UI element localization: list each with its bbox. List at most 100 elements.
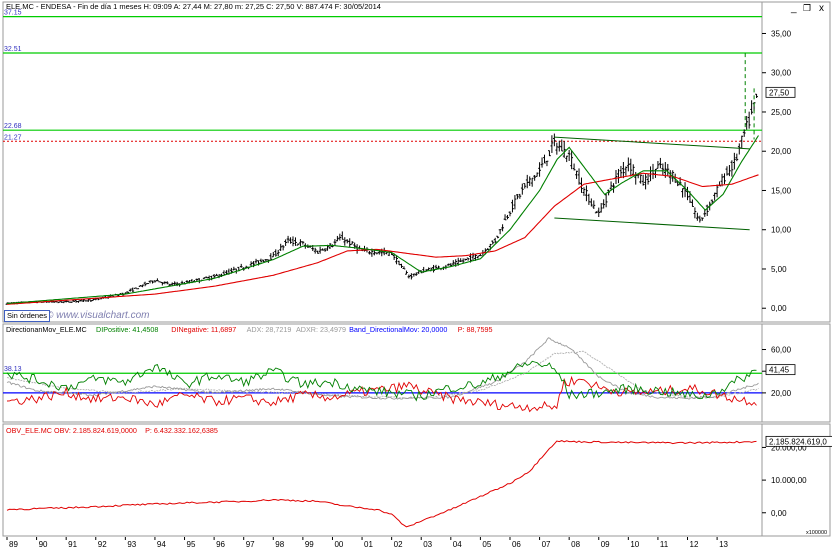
price-bar <box>589 198 593 207</box>
price-bar <box>742 129 746 137</box>
watermark: © www.visualchart.com <box>46 310 150 321</box>
time-axis-label: 97 <box>246 540 255 549</box>
price-bar <box>291 236 295 247</box>
price-axis <box>761 1 831 323</box>
price-bar <box>506 214 509 220</box>
price-bar <box>518 193 522 199</box>
price-bar <box>629 158 633 177</box>
price-bar <box>570 150 574 170</box>
price-bar <box>446 263 450 266</box>
close-button[interactable]: x <box>819 3 824 14</box>
time-axis-label: 07 <box>542 540 551 549</box>
price-bar <box>668 170 672 185</box>
price-bar <box>641 174 645 186</box>
price-bar <box>636 174 640 179</box>
price-bar <box>513 195 517 210</box>
price-bar <box>705 204 709 217</box>
price-bar <box>493 237 497 244</box>
svg-text:27,50: 27,50 <box>769 88 790 97</box>
obv-panel[interactable] <box>2 423 763 537</box>
price-axis-tick-label: 0,00 <box>771 304 787 313</box>
price-bar <box>619 165 623 178</box>
price-level-label: 21.27 <box>4 134 22 141</box>
price-bar <box>503 214 507 221</box>
price-bar <box>594 211 598 214</box>
price-bar <box>691 199 694 207</box>
svg-text:41,45: 41,45 <box>769 366 790 375</box>
price-bar <box>271 251 275 258</box>
price-bar <box>274 249 278 257</box>
minus-di-line <box>6 375 757 413</box>
price-bar <box>520 183 524 195</box>
obv-axis-tick-label: 0,00 <box>771 509 787 518</box>
dmi-level-label: 38.13 <box>4 366 22 373</box>
dmi-axis-tick-label: 20,00 <box>771 389 792 398</box>
price-bar <box>548 150 551 157</box>
price-level-label: 32.51 <box>4 46 22 53</box>
price-bar <box>496 235 500 239</box>
price-bar <box>259 258 263 263</box>
price-bar <box>582 187 586 196</box>
obv-last-value: 2.185.824.619,0 <box>765 435 832 447</box>
time-axis-label: 89 <box>9 540 18 549</box>
price-bar <box>575 170 578 179</box>
price-bar <box>622 161 625 179</box>
restore-button[interactable]: ❐ <box>803 4 811 14</box>
time-axis-label: 12 <box>690 540 699 549</box>
price-bar <box>335 235 339 242</box>
dmi-legend-item: DIPositive: 41,4508 <box>96 325 158 334</box>
sma-long-line <box>6 172 759 305</box>
price-axis-tick-label: 10,00 <box>771 226 792 235</box>
price-bar <box>557 140 561 152</box>
time-axis-label: 94 <box>157 540 166 549</box>
obv-axis-tick-label: 20.000,00 <box>771 443 807 452</box>
price-bar <box>597 207 601 217</box>
price-bar <box>451 260 455 266</box>
price-bar <box>562 141 566 158</box>
price-axis-tick-label: 35,00 <box>771 29 792 38</box>
time-axis-label: 02 <box>394 540 403 549</box>
price-bar <box>461 258 465 264</box>
price-bar <box>69 301 73 303</box>
price-bar <box>737 143 741 155</box>
dmi-legend-item: P: 88,7595 <box>458 325 493 334</box>
minimize-button[interactable]: _ <box>790 3 797 14</box>
trendline <box>554 217 750 231</box>
time-axis-label: 91 <box>68 540 77 549</box>
price-bar <box>533 175 537 181</box>
price-bar <box>143 281 147 287</box>
time-axis-label: 04 <box>453 540 462 549</box>
price-bar <box>656 161 660 169</box>
price-bar <box>740 135 744 149</box>
price-bar <box>340 231 344 240</box>
sin-ordenes-button[interactable]: Sin órdenes <box>4 310 51 322</box>
price-bar <box>160 282 164 286</box>
price-bar <box>414 272 418 276</box>
price-bar <box>686 186 689 201</box>
price-bar <box>715 184 719 198</box>
price-bar <box>585 185 588 202</box>
price-bar <box>478 254 482 257</box>
price-bar <box>338 233 342 241</box>
price-bar <box>402 266 406 270</box>
time-axis-label: 01 <box>364 540 373 549</box>
price-bar <box>515 194 519 200</box>
price-bar <box>141 284 145 288</box>
price-bar <box>723 173 726 185</box>
time-axis-label: 08 <box>571 540 580 549</box>
price-bar <box>639 174 643 184</box>
price-bar <box>577 168 581 185</box>
price-panel[interactable] <box>2 1 763 323</box>
price-bar <box>666 163 670 177</box>
obv-axis-tick-label: 10.000,00 <box>771 476 807 485</box>
price-bar <box>269 253 273 261</box>
price-axis-tick-label: 5,00 <box>771 265 787 274</box>
price-bar <box>156 278 159 282</box>
price-bar <box>599 203 603 213</box>
price-bar <box>151 280 154 284</box>
price-bar <box>728 165 731 177</box>
time-axis-label: 13 <box>719 540 728 549</box>
time-axis-label: 03 <box>423 540 432 549</box>
price-bar <box>567 149 571 161</box>
price-bar <box>202 277 206 279</box>
